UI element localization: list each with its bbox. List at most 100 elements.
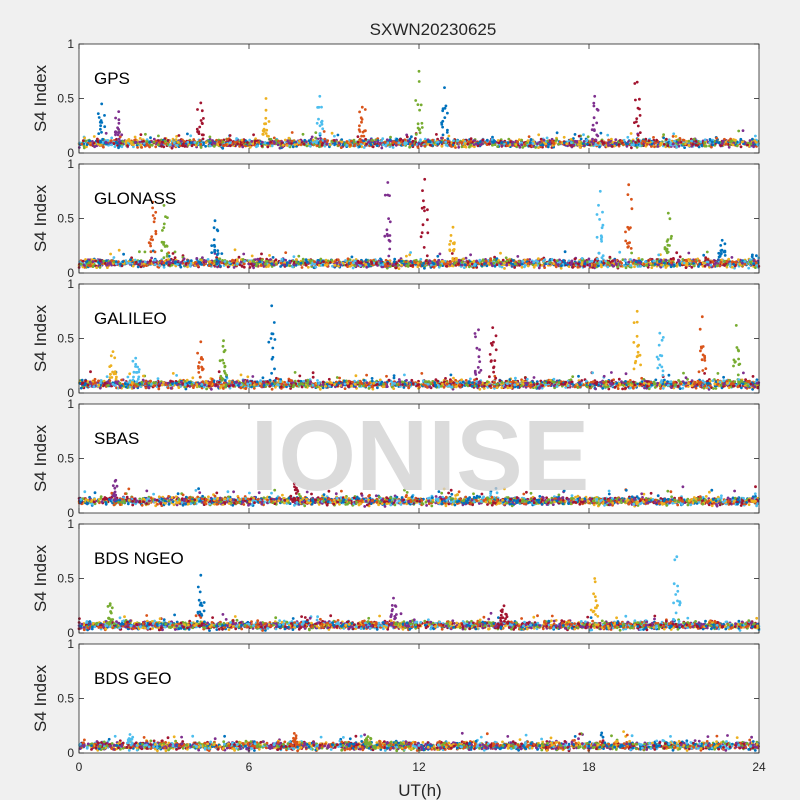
data-point: [586, 260, 589, 264]
data-point: [520, 265, 524, 269]
data-point: [196, 264, 200, 268]
data-point: [735, 144, 739, 148]
data-point: [167, 258, 170, 261]
data-point: [189, 134, 193, 138]
data-point: [453, 261, 456, 265]
data-point: [505, 144, 509, 148]
data-point: [420, 264, 424, 268]
data-point: [659, 141, 663, 145]
data-point: [463, 145, 466, 149]
data-point: [375, 144, 379, 148]
data-point: [395, 138, 398, 142]
data-point: [102, 145, 105, 149]
data-point: [537, 146, 540, 150]
data-point: [358, 145, 361, 149]
chart-title: SXWN20230625: [370, 20, 497, 39]
data-point: [699, 140, 703, 144]
spike-point: [443, 106, 447, 110]
data-point: [460, 145, 464, 149]
data-point: [189, 259, 193, 263]
data-point: [301, 257, 305, 261]
data-point: [228, 261, 231, 265]
data-point: [204, 144, 208, 148]
data-point: [162, 256, 166, 260]
data-point: [134, 140, 138, 144]
spike-point: [418, 131, 422, 135]
data-point: [272, 136, 276, 140]
data-point: [250, 254, 254, 258]
data-point: [620, 261, 623, 265]
data-point: [505, 259, 509, 263]
data-point: [242, 262, 246, 266]
data-point: [317, 264, 321, 267]
data-point: [365, 265, 369, 269]
data-point: [528, 144, 531, 148]
spike-point: [638, 97, 641, 101]
data-point: [370, 138, 374, 142]
data-point: [264, 262, 267, 266]
data-point: [323, 137, 327, 141]
data-point: [284, 251, 288, 255]
data-point: [287, 136, 291, 140]
spike-point: [103, 114, 106, 117]
data-point: [600, 139, 604, 143]
spike-peak: [264, 97, 268, 100]
data-point: [226, 138, 229, 141]
data-point: [687, 144, 691, 148]
spike-point: [116, 126, 119, 130]
data-point: [491, 141, 495, 145]
data-point: [219, 264, 222, 268]
data-point: [228, 134, 232, 137]
data-point: [740, 140, 744, 144]
data-point: [81, 139, 85, 143]
spike-point: [417, 80, 421, 83]
spike-point: [154, 232, 158, 236]
data-point: [235, 137, 239, 140]
data-point: [280, 257, 284, 261]
data-point: [186, 132, 189, 136]
data-point: [114, 260, 118, 263]
data-point: [132, 143, 135, 147]
data-point: [213, 259, 216, 263]
data-point: [703, 138, 707, 142]
data-point: [487, 262, 490, 265]
data-point: [466, 261, 470, 264]
data-point: [408, 142, 412, 146]
data-point: [703, 264, 707, 268]
spike-point: [418, 127, 421, 131]
data-point: [333, 134, 336, 138]
spike-point: [148, 242, 152, 245]
data-point: [624, 266, 628, 270]
data-point: [183, 145, 187, 148]
data-point: [733, 260, 737, 264]
data-point: [175, 144, 179, 147]
data-point: [186, 140, 190, 144]
data-point: [702, 253, 706, 257]
spike-point: [101, 137, 104, 141]
data-point: [423, 266, 426, 270]
data-point: [231, 258, 234, 262]
data-point: [697, 265, 700, 268]
data-point: [752, 145, 755, 149]
spike-point: [265, 134, 269, 138]
data-point: [473, 139, 477, 143]
spike-point: [419, 103, 423, 107]
data-point: [228, 141, 232, 145]
data-point: [134, 260, 138, 264]
data-point: [687, 251, 691, 255]
data-point: [260, 258, 264, 262]
data-point: [91, 265, 95, 268]
y-axis-label: S4 Index: [31, 64, 50, 132]
data-point: [142, 264, 146, 268]
data-point: [468, 145, 471, 149]
data-point: [648, 258, 652, 262]
data-point: [596, 141, 600, 145]
data-point: [356, 135, 360, 139]
data-point: [109, 252, 112, 256]
spike-point: [264, 122, 268, 126]
spike-point: [262, 130, 266, 133]
data-point: [283, 138, 287, 142]
data-point: [652, 136, 655, 139]
data-point: [658, 260, 661, 263]
